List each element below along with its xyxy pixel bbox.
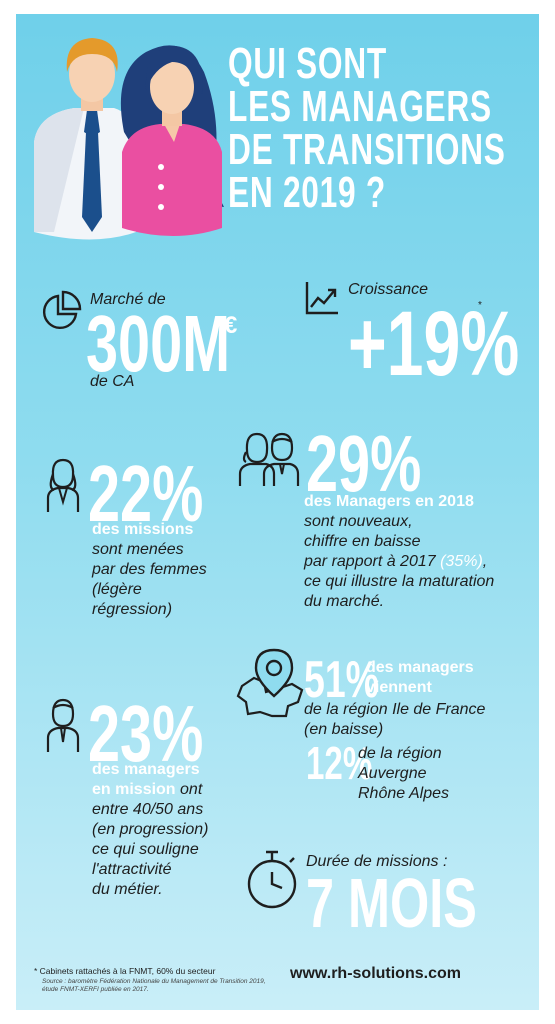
managers-illustration: [34, 38, 224, 240]
map-pin-icon: [236, 648, 304, 718]
man-icon: [46, 698, 80, 752]
nouveaux-line1: des Managers en 2018: [304, 493, 474, 510]
duree-label: Durée de missions :: [306, 853, 448, 870]
region-value-idf: 51%: [304, 651, 379, 709]
marche-currency: €: [224, 312, 238, 339]
femmes-line1: des missions: [92, 521, 194, 538]
region-line6: Auvergne: [358, 765, 427, 782]
region-line5: de la région: [358, 745, 442, 762]
nouveaux-previous-value: (35%): [440, 553, 483, 570]
growth-chart-icon: [305, 282, 338, 315]
age-value: 23%: [88, 689, 204, 778]
age-line2-highlight: en mission: [92, 781, 176, 798]
pie-chart-icon: [42, 290, 82, 330]
region-line2: viennent: [366, 679, 432, 696]
croissance-asterisk: *: [478, 300, 482, 311]
region-line3: de la région Ile de France: [304, 701, 486, 718]
age-line2-rest: ont: [175, 781, 203, 798]
marche-value: 300M: [86, 299, 231, 388]
stopwatch-icon: [247, 850, 297, 909]
femmes-value: 22%: [88, 449, 204, 538]
nouveaux-line2: sont nouveaux,: [304, 513, 413, 530]
age-line3: entre 40/50 ans: [92, 801, 204, 818]
nouveaux-line6: du marché.: [304, 593, 385, 610]
footer-source-line2: étude FNMT-XERFI publiée en 2017.: [42, 986, 149, 993]
footer-note: * Cabinets rattachés à la FNMT, 60% du s…: [34, 966, 216, 976]
woman-icon: [46, 458, 80, 512]
age-line1: des managers: [92, 761, 200, 778]
page-title: QUI SONT LES MANAGERS DE TRANSITIONS EN …: [228, 39, 506, 217]
nouveaux-line5: ce qui illustre la maturation: [304, 573, 495, 590]
age-line2: en mission ont: [92, 780, 202, 800]
age-line7: du métier.: [92, 881, 163, 898]
website-link[interactable]: www.rh-solutions.com: [290, 965, 461, 982]
croissance-value: +19%: [348, 293, 520, 395]
marche-label: Marché de: [90, 291, 166, 308]
region-line4: (en baisse): [304, 721, 384, 738]
region-value-ara: 12%: [306, 737, 373, 789]
footer-source-line1: Source : baromètre Fédération Nationale …: [42, 978, 266, 985]
nouveaux-value: 29%: [306, 419, 422, 508]
age-line6: l'attractivité: [92, 861, 172, 878]
femmes-line2: sont menées: [92, 541, 184, 558]
nouveaux-comma: ,: [482, 553, 488, 570]
infographic-panel: QUI SONT LES MANAGERS DE TRANSITIONS EN …: [16, 14, 539, 1010]
nouveaux-line4: par rapport à 2017 (35%),: [304, 552, 487, 572]
nouveaux-line3: chiffre en baisse: [304, 533, 421, 550]
group-people-icon: [238, 432, 300, 486]
femmes-line5: régression): [92, 601, 173, 618]
femmes-line4: (légère: [92, 581, 142, 598]
region-line7: Rhône Alpes: [358, 785, 450, 802]
nouveaux-line4-text: par rapport à 2017: [304, 553, 441, 570]
region-line1: des managers: [366, 659, 474, 676]
age-line5: ce qui souligne: [92, 841, 199, 858]
duree-value: 7 MOIS: [306, 864, 477, 942]
marche-suffix: de CA: [90, 373, 135, 390]
age-line4: (en progression): [92, 821, 209, 838]
croissance-label: Croissance: [348, 281, 429, 298]
femmes-line3: par des femmes: [92, 561, 207, 578]
